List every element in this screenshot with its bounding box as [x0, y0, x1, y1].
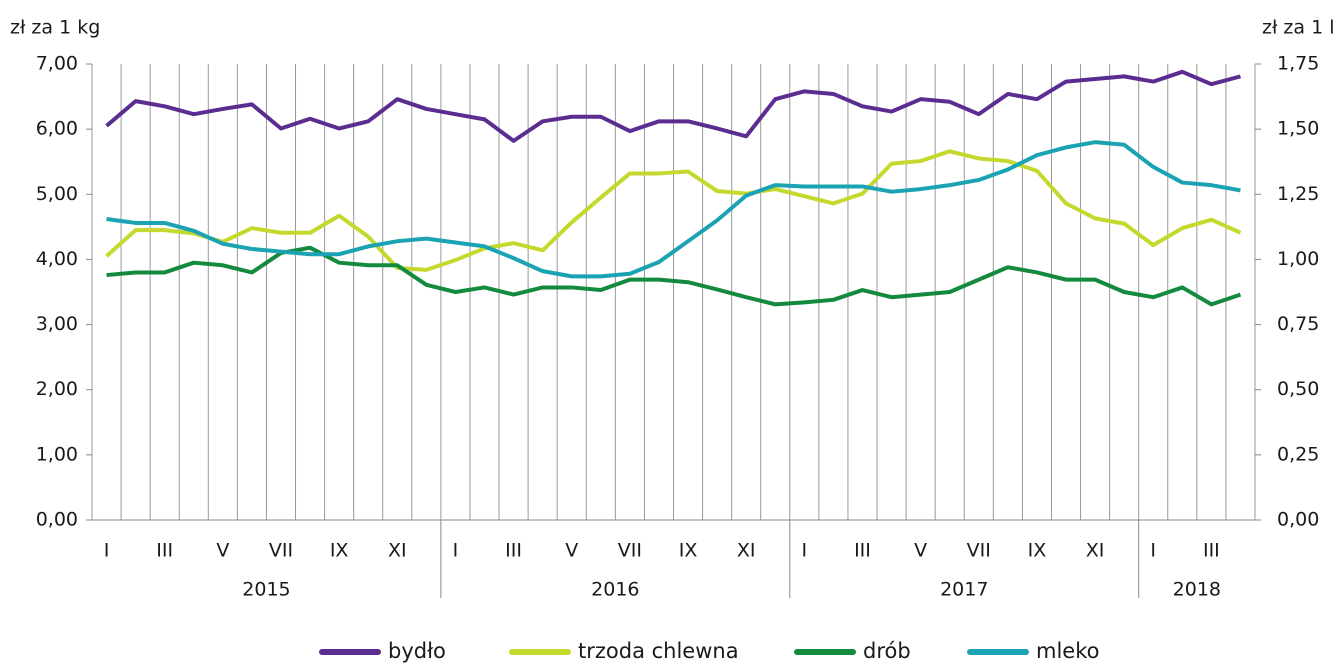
x-tick-label: IX: [679, 540, 698, 562]
y-tick-label: 6,00: [36, 118, 78, 140]
y-tick-label: 2,00: [36, 378, 78, 400]
legend-label: mleko: [1036, 639, 1099, 663]
series-line: [106, 140, 1241, 279]
x-tick-label: V: [914, 540, 927, 562]
x-tick-label: I: [802, 540, 808, 562]
y-tick-label: 5,00: [36, 183, 78, 205]
y2-tick-label: 0,00: [1277, 509, 1319, 531]
y-axis-title: zł za 1 kg: [10, 17, 100, 39]
x-tick-label: V: [216, 540, 229, 562]
legend-label: trzoda chlewna: [578, 639, 739, 663]
y2-tick-label: 0,25: [1277, 443, 1319, 465]
year-label: 2017: [940, 579, 988, 601]
series-line: [105, 149, 1242, 272]
year-label: 2015: [242, 579, 290, 601]
x-tick-label: I: [1150, 540, 1156, 562]
year-label: 2018: [1173, 579, 1221, 601]
y-tick-label: 3,00: [36, 313, 78, 335]
y-tick-label: 4,00: [36, 248, 78, 270]
x-tick-label: I: [104, 540, 110, 562]
series-line: [106, 245, 1242, 307]
y2-tick-label: 0,75: [1277, 313, 1319, 335]
y2-tick-label: 0,50: [1277, 378, 1319, 400]
x-tick-label: IX: [330, 540, 349, 562]
y2-axis-title: zł za 1 l: [1262, 17, 1334, 39]
x-tick-label: VII: [967, 540, 991, 562]
y2-tick-label: 1,50: [1277, 118, 1319, 140]
legend-label: drób: [863, 639, 911, 663]
x-tick-label: XI: [1086, 540, 1105, 562]
y-tick-label: 7,00: [36, 53, 78, 75]
y-tick-label: 1,00: [36, 443, 78, 465]
x-tick-label: V: [565, 540, 578, 562]
x-tick-label: XI: [388, 540, 407, 562]
x-tick-label: III: [505, 540, 522, 562]
x-tick-label: VII: [618, 540, 642, 562]
x-tick-label: XI: [737, 540, 756, 562]
x-tick-label: III: [854, 540, 871, 562]
x-tick-label: IX: [1028, 540, 1047, 562]
y2-tick-label: 1,25: [1277, 183, 1319, 205]
x-tick-label: III: [1203, 540, 1220, 562]
y2-tick-label: 1,00: [1277, 248, 1319, 270]
x-tick-label: I: [453, 540, 459, 562]
x-tick-label: III: [156, 540, 173, 562]
year-label: 2016: [591, 579, 639, 601]
y-tick-label: 0,00: [36, 509, 78, 531]
y2-tick-label: 1,75: [1277, 53, 1319, 75]
legend-label: bydło: [388, 639, 446, 663]
series-line: [105, 69, 1241, 143]
x-tick-label: VII: [269, 540, 293, 562]
